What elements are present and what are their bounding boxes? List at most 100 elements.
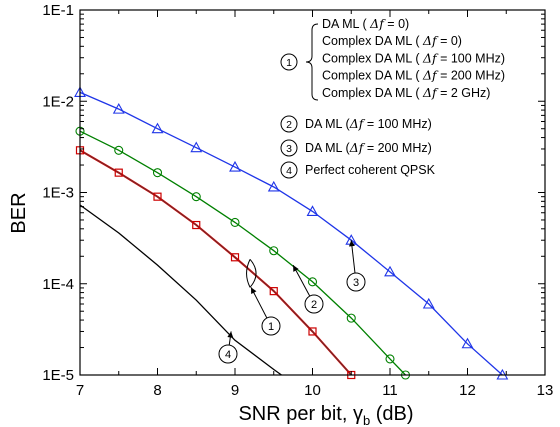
data-point xyxy=(269,287,278,296)
legend-text-suffix: = 100 MHz) xyxy=(437,51,505,65)
data-point xyxy=(190,141,203,153)
data-point xyxy=(114,168,123,177)
x-axis-title: SNR per bit, γb (dB) xyxy=(238,403,413,427)
legend-group-1: 1 DA ML ( Δf = 0) Complex DA ML ( Δf = 0) C… xyxy=(280,16,505,101)
legend-text-prefix: DA ML ( xyxy=(322,17,370,31)
data-point xyxy=(230,217,240,227)
x-tick-label: 11 xyxy=(382,382,398,399)
callout-arrowhead xyxy=(227,331,234,338)
x-axis-title-unit: (dB) xyxy=(370,403,413,425)
legend-text-suffix: = 0) xyxy=(384,17,409,31)
legend-text-suffix: = 0) xyxy=(437,34,462,48)
callout-circle xyxy=(261,316,281,336)
data-point xyxy=(192,220,201,230)
legend-symbol: Δf xyxy=(422,50,439,65)
data-point xyxy=(307,277,318,287)
data-point xyxy=(229,160,241,172)
callout-3: 3 xyxy=(346,240,366,292)
x-tick-label: 10 xyxy=(304,382,321,399)
y-tick-label: 1E-2 xyxy=(42,93,74,110)
series-line-s4-black xyxy=(79,204,282,376)
badge-circle xyxy=(280,139,298,157)
callout-2: 2 xyxy=(292,264,324,314)
callout-4: 4 xyxy=(218,331,238,364)
data-point xyxy=(152,168,163,178)
callout-bracket xyxy=(246,259,251,288)
legend-text-prefix: Complex DA ML ( xyxy=(322,86,423,100)
callout-1-bracket xyxy=(246,259,257,288)
badge-number: 1 xyxy=(286,57,292,69)
legend-group-2: 2 DA ML (Δf = 100 MHz) xyxy=(280,115,432,133)
x-tick-label: 12 xyxy=(459,382,476,399)
x-tick-label: 9 xyxy=(231,382,239,399)
callout-1: 1 xyxy=(250,287,281,336)
x-tick-label: 13 xyxy=(537,382,554,399)
legend-text-prefix: Complex DA ML ( xyxy=(322,69,423,83)
data-point xyxy=(385,354,395,364)
y-tick-label: 1E-4 xyxy=(42,276,74,293)
badge-number: 4 xyxy=(286,165,292,177)
legend-symbol: Δf xyxy=(422,85,439,100)
legend-symbol: Δf xyxy=(349,140,366,155)
legend-text-prefix: Complex DA ML ( xyxy=(322,34,423,48)
legend-group-3: 3 DA ML (Δf = 200 MHz) xyxy=(280,139,432,157)
x-tick-label: 8 xyxy=(153,382,161,399)
legend-entry: DA ML (Δf = 200 MHz) xyxy=(305,140,432,155)
series-s3-blue xyxy=(74,86,509,380)
badge-number: 2 xyxy=(286,119,292,131)
callout-bracket xyxy=(249,259,257,288)
plot-area xyxy=(74,86,509,380)
legend-number-badge: 1 xyxy=(280,53,298,71)
y-tick-label: 1E-3 xyxy=(42,185,74,202)
legend-number-badge: 2 xyxy=(280,115,298,133)
legend-text-suffix: = 200 MHz) xyxy=(363,141,431,155)
legend-entry: Perfect coherent QPSK xyxy=(305,163,436,177)
badge-circle xyxy=(280,53,298,71)
legend-symbol: Δf xyxy=(349,116,366,131)
data-point xyxy=(112,102,125,114)
data-point xyxy=(306,205,319,216)
legend-text-suffix: = 100 MHz) xyxy=(363,117,431,131)
x-tick-label: 7 xyxy=(76,382,84,399)
y-tick-label: 1E-1 xyxy=(42,2,74,19)
data-point xyxy=(269,246,279,256)
legend-entry: Complex DA ML ( Δf = 200 MHz) xyxy=(322,68,505,83)
data-point xyxy=(151,122,164,134)
data-point xyxy=(422,297,435,309)
legend-text-suffix: = 200 MHz) xyxy=(437,69,505,83)
callout-circle xyxy=(346,272,366,292)
data-point xyxy=(267,180,280,192)
legend-number-badge: 4 xyxy=(280,161,298,179)
legend-entry: DA ML (Δf = 100 MHz) xyxy=(305,116,432,131)
data-point xyxy=(114,145,124,155)
series-s1-red xyxy=(75,146,356,380)
callout-number: 2 xyxy=(311,299,317,311)
legend-text-prefix: DA ML ( xyxy=(305,117,351,131)
badge-number: 3 xyxy=(286,143,292,155)
series-line-s1-red xyxy=(79,149,353,376)
legend-text-prefix: DA ML ( xyxy=(305,141,351,155)
data-point xyxy=(308,327,317,336)
legend-brace xyxy=(305,23,319,101)
callout-arrowhead xyxy=(348,240,355,247)
legend-entry: Complex DA ML ( Δf = 100 MHz) xyxy=(322,50,505,65)
data-point xyxy=(346,313,356,323)
series-line-s3-blue xyxy=(79,91,503,376)
callout-arrowhead xyxy=(251,287,257,295)
series-s4-black xyxy=(79,204,282,376)
data-point xyxy=(153,192,162,201)
data-point xyxy=(461,337,474,349)
y-axis-title: BER xyxy=(8,192,30,233)
legend-symbol: Δf xyxy=(422,68,439,83)
data-point xyxy=(384,265,396,277)
x-axis-title-main: SNR per bit, γ xyxy=(238,403,362,425)
callout-circle xyxy=(218,344,238,364)
y-tick-label: 1E-5 xyxy=(42,367,74,384)
legend-text-prefix: Complex DA ML ( xyxy=(322,51,423,65)
badge-circle xyxy=(280,161,298,179)
callout-number: 3 xyxy=(353,277,359,289)
callout-number: 1 xyxy=(268,321,274,333)
legend-symbol: Δf xyxy=(369,16,386,31)
